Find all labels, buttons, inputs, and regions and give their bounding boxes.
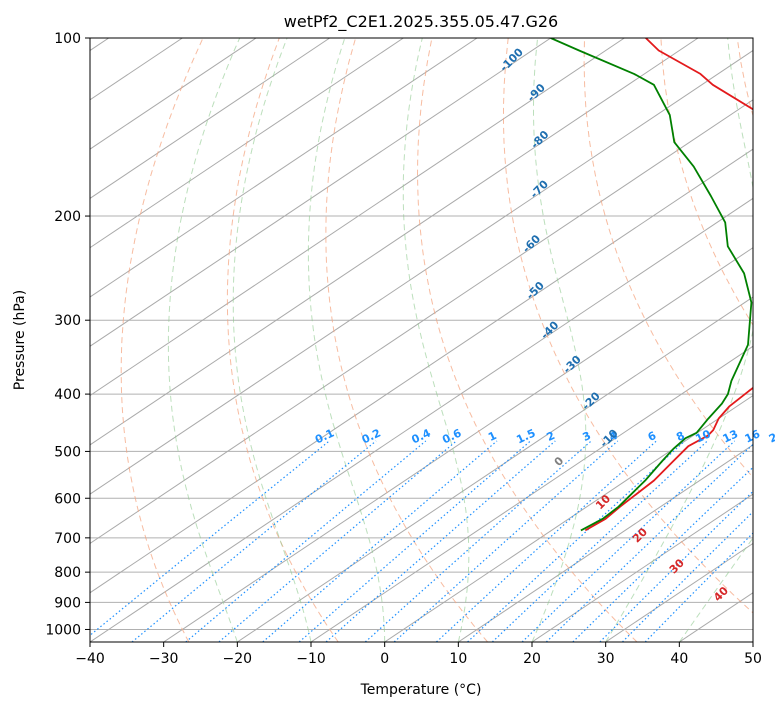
dewpoint-line	[550, 38, 753, 532]
profile-lines	[550, 38, 753, 532]
plot-background	[90, 38, 753, 642]
mixing-ratio-line	[545, 443, 753, 642]
axes: −40 −30 −20 −10 0 10 20 30 40 50 100 200 300 400 500 60…	[45, 31, 762, 667]
y-tick-label: 200	[54, 209, 81, 225]
x-tick-label: 20	[523, 651, 541, 667]
isotherm-line	[384, 394, 753, 642]
isotherm-line	[90, 38, 552, 347]
x-tick-label: 30	[597, 651, 615, 667]
y-tick-label: 100	[54, 31, 81, 47]
mixing-ratio-line	[90, 440, 330, 637]
mixing-ratio-label: 10	[693, 427, 713, 445]
x-tick-label: 10	[449, 651, 467, 667]
isotherm-line	[237, 296, 753, 642]
isotherm-line	[90, 99, 753, 545]
isotherm-line	[458, 444, 753, 642]
isotherm-line	[752, 641, 753, 642]
moist-adiabat-line	[402, 38, 470, 642]
isotherm-line	[90, 148, 753, 594]
isotherm-line	[90, 38, 404, 249]
isotherm-line	[90, 38, 699, 446]
x-tick-label: 0	[380, 651, 389, 667]
mixing-ratio-line	[572, 466, 753, 642]
mixing-ratio-line	[393, 440, 619, 642]
moist-adiabat-line	[531, 38, 587, 642]
y-tick-label: 700	[54, 531, 81, 547]
mixing-ratio-line	[298, 440, 531, 642]
dry-adiabat-line	[325, 38, 488, 642]
mixing-ratio-label: 13	[721, 427, 740, 445]
plot-frame	[89, 37, 754, 643]
dry-adiabat-line	[226, 38, 339, 642]
y-axis-title: Pressure (hPa)	[12, 290, 28, 390]
y-tick-label: 500	[54, 444, 81, 460]
dry-adiabat-line	[416, 38, 638, 642]
moist-adiabat-line	[678, 537, 753, 642]
isotherm-line	[90, 49, 753, 495]
isotherm-line	[90, 197, 753, 642]
isotherm-line	[310, 345, 753, 642]
isotherm-line	[90, 38, 478, 298]
moist-adiabat-line	[167, 38, 241, 642]
isotherm-line	[90, 38, 257, 150]
isotherm-line	[531, 493, 753, 642]
x-tick-label: −30	[149, 651, 179, 667]
y-tick-label: 800	[54, 565, 81, 581]
moist-adiabat-line	[307, 38, 386, 642]
mixing-ratio-line	[325, 440, 556, 642]
y-tick-label: 400	[54, 387, 81, 403]
y-tick-label: 300	[54, 313, 81, 329]
mixing-ratio-line	[185, 440, 427, 642]
x-tick-label: −10	[296, 651, 326, 667]
x-tick-label: −20	[223, 651, 253, 667]
dry-adiabat-line	[503, 38, 753, 614]
mixing-ratio-line	[521, 440, 736, 642]
mixing-ratio-line	[262, 440, 498, 642]
x-tick-label: 50	[744, 651, 762, 667]
y-tick-label: 600	[54, 491, 81, 507]
mixing-ratio-line	[364, 440, 592, 642]
mixing-ratio-line	[218, 440, 457, 642]
background-lines	[90, 38, 753, 642]
y-tick-label: 900	[54, 595, 81, 611]
dry-adiabat-line	[120, 38, 204, 642]
temperature-line	[584, 38, 753, 532]
x-tick-label: −40	[75, 651, 105, 667]
isotherm-line	[90, 38, 625, 397]
isotherm-line	[90, 38, 331, 200]
mixing-ratio-line	[435, 440, 657, 642]
x-tick-label: 40	[670, 651, 688, 667]
moist-adiabat-line	[232, 38, 312, 642]
mixing-ratio-label: 20	[767, 427, 775, 445]
chart-title: wetPf2_C2E1.2025.355.05.47.G26	[284, 12, 558, 32]
isotherm-line	[163, 247, 753, 642]
x-axis-title: Temperature (°C)	[360, 682, 482, 698]
y-tick-label: 1000	[45, 622, 81, 638]
dry-adiabat-line	[660, 38, 753, 326]
